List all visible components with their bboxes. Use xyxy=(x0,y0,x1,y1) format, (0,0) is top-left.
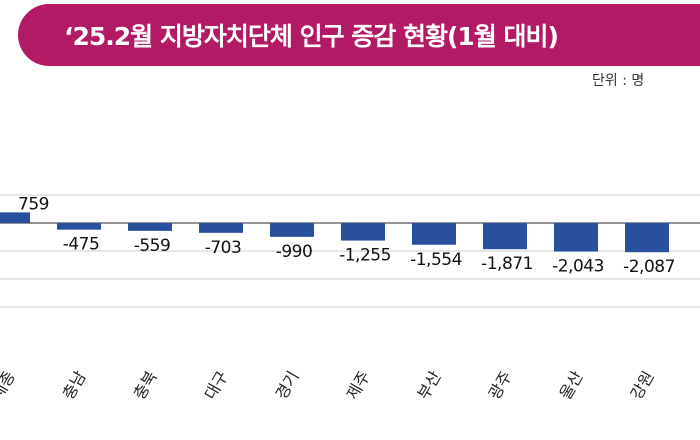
data-label: -1,871 xyxy=(481,254,533,274)
data-label: -559 xyxy=(134,236,171,256)
x-tick-label: 제주 xyxy=(343,368,374,403)
bar-경기 xyxy=(270,223,314,237)
data-label: -2,087 xyxy=(623,257,675,277)
bar-대구 xyxy=(199,223,243,233)
title-banner: ‘25.2월 지방자치단체 인구 증감 현황(1월 대비) xyxy=(18,4,700,66)
data-label: 759 xyxy=(18,194,49,214)
bar-울산 xyxy=(554,223,598,252)
data-label: -1,255 xyxy=(339,246,391,266)
unit-label: 단위 : 명 xyxy=(592,73,645,89)
x-tick-label: 충북 xyxy=(130,368,161,403)
x-tick-label: 부산 xyxy=(414,368,445,403)
data-label: -2,043 xyxy=(552,257,604,277)
x-tick-label: 대구 xyxy=(201,368,232,403)
bar-세종 xyxy=(0,212,30,223)
bar-광주 xyxy=(483,223,527,250)
bar-충남 xyxy=(57,223,101,230)
bar-제주 xyxy=(341,223,385,241)
x-tick-label: 경기 xyxy=(272,368,303,403)
x-tick-label: 충남 xyxy=(59,368,90,403)
data-label: -990 xyxy=(276,242,313,262)
x-tick-label: 세종 xyxy=(0,368,19,403)
chart-title: ‘25.2월 지방자치단체 인구 증감 현황(1월 대비) xyxy=(64,22,559,51)
x-tick-label: 울산 xyxy=(556,368,587,403)
data-label: -703 xyxy=(205,238,242,258)
bar-강원 xyxy=(625,223,669,253)
data-label: -1,554 xyxy=(410,250,462,270)
data-label: -475 xyxy=(63,235,100,255)
bar-부산 xyxy=(412,223,456,245)
bar-충북 xyxy=(128,223,172,231)
x-tick-label: 강원 xyxy=(627,368,658,403)
x-tick-label: 광주 xyxy=(485,368,516,403)
